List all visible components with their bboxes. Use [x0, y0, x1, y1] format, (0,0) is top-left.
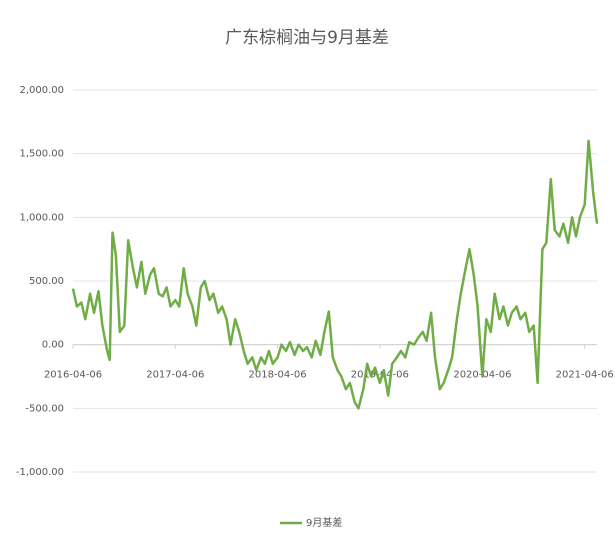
x-tick-label: 2018-04-06	[248, 370, 306, 381]
x-tick-label: 2016-04-06	[44, 370, 102, 381]
y-tick-label: -500.00	[25, 403, 64, 414]
y-tick-label: 1,000.00	[19, 212, 64, 223]
y-tick-label: 2,000.00	[19, 85, 64, 96]
chart-title: 广东棕榈油与9月基差	[225, 28, 389, 48]
y-tick-label: 1,500.00	[19, 149, 64, 160]
y-tick-label: 500.00	[29, 276, 64, 287]
x-tick-label: 2021-04-06	[556, 370, 614, 381]
y-tick-label: -1,000.00	[16, 467, 64, 478]
series-line	[71, 139, 599, 410]
legend-label: 9月基差	[306, 516, 342, 529]
x-tick-label: 2017-04-06	[146, 370, 204, 381]
x-tick-label: 2019-04-06	[351, 370, 409, 381]
y-tick-label: 0.00	[42, 340, 64, 351]
